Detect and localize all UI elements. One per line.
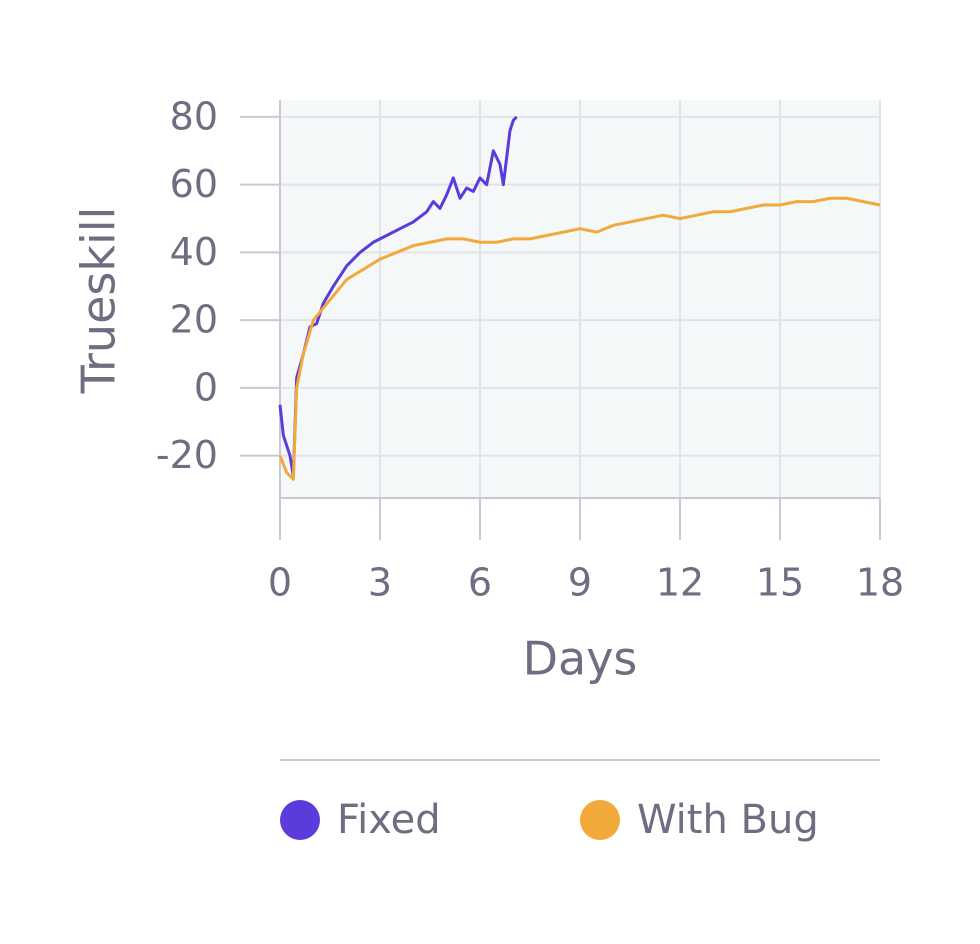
x-tick-label: 9: [568, 561, 592, 605]
y-tick-label: -20: [156, 433, 218, 477]
y-tick-label: 40: [170, 230, 218, 274]
x-tick-label: 3: [368, 561, 392, 605]
x-tick-label: 6: [468, 561, 492, 605]
legend-swatch: [280, 800, 320, 840]
legend-swatch: [580, 800, 620, 840]
legend-item: With Bug: [580, 797, 819, 843]
y-axis-label: Trueskill: [72, 207, 126, 395]
x-tick-label: 12: [656, 561, 704, 605]
legend-item: Fixed: [280, 797, 441, 843]
x-axis-label: Days: [523, 632, 638, 686]
x-tick-label: 15: [756, 561, 804, 605]
x-tick-label: 18: [856, 561, 904, 605]
y-tick-label: 60: [170, 162, 218, 206]
y-tick-label: 80: [170, 94, 218, 138]
series-line: [278, 196, 881, 481]
y-tick-label: 0: [194, 365, 218, 409]
x-tick-label: 0: [268, 561, 292, 605]
y-tick-label: 20: [170, 298, 218, 342]
legend-label: Fixed: [337, 797, 441, 843]
legend-label: With Bug: [637, 797, 819, 843]
